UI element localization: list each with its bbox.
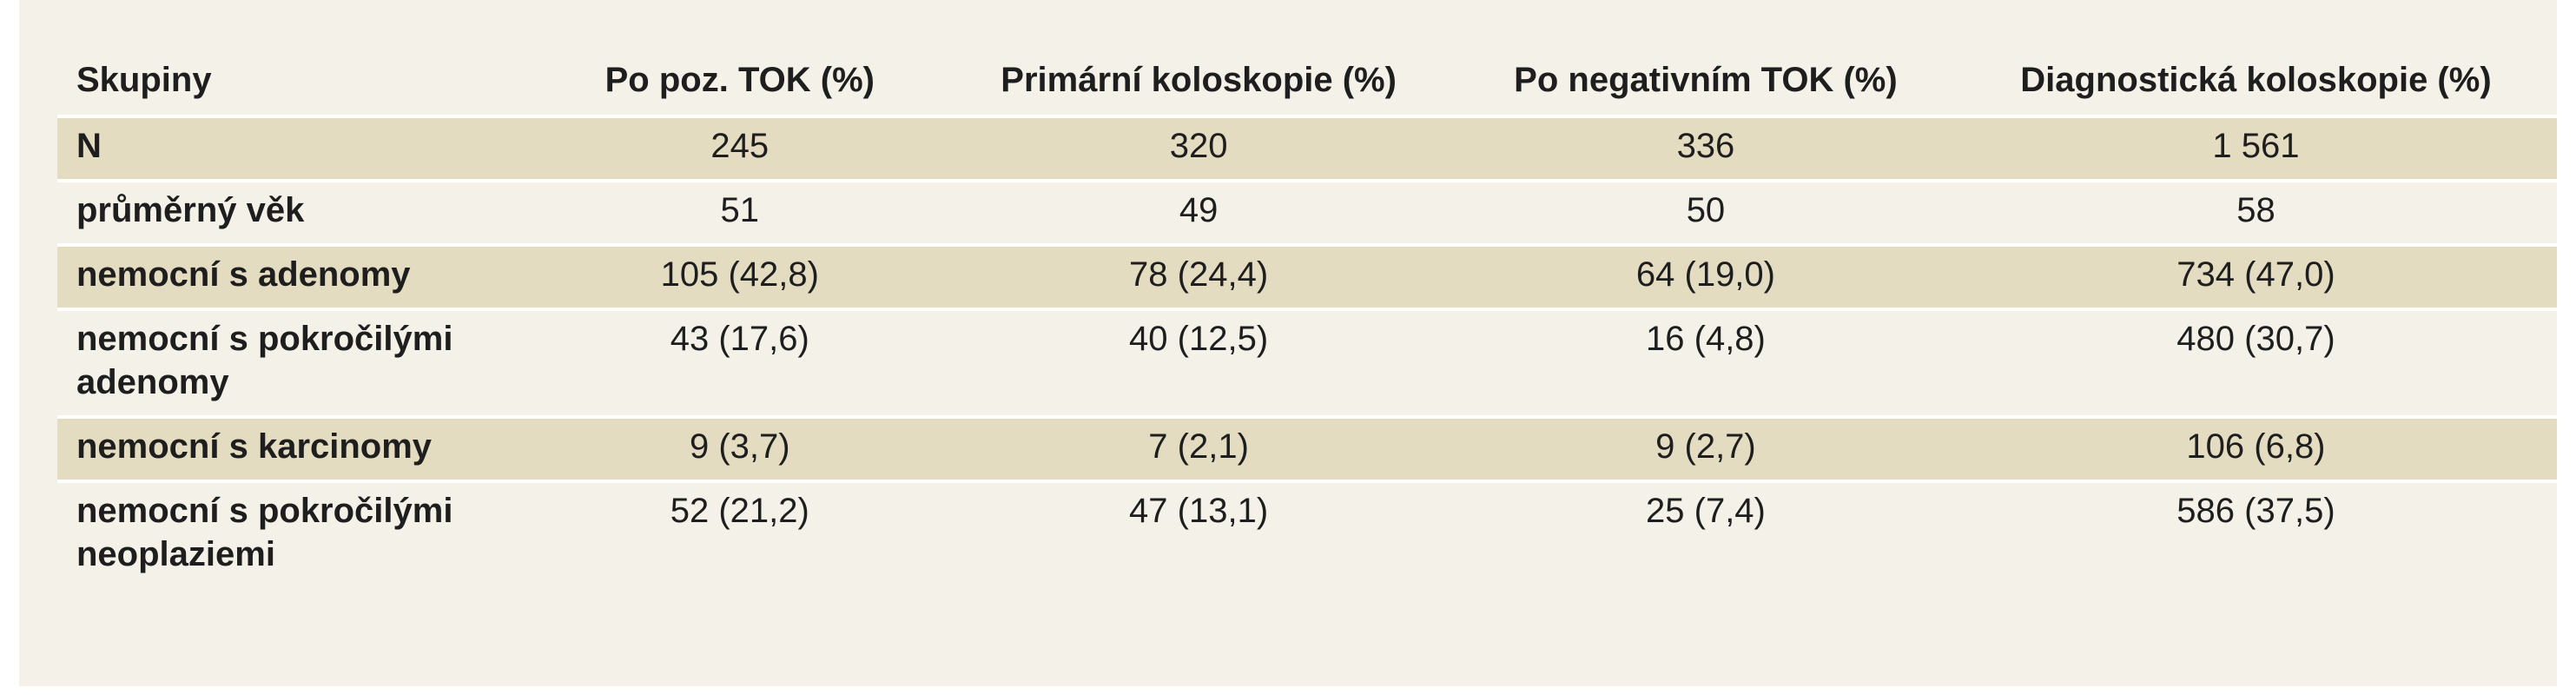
table-cell: 336 (1456, 116, 1955, 181)
table-cell: 1 561 (1954, 116, 2557, 181)
table-row: nemocní s pokročilými adenomy 43 (17,6) … (57, 309, 2557, 417)
table-cell: 51 (720, 191, 760, 229)
table-cell: 64 (19,0) (1456, 245, 1955, 309)
table-cell: 47 (13,1) (1129, 492, 1269, 530)
row-label: nemocní s pokročilými adenomy (76, 320, 453, 401)
table-panel: Skupiny Po poz. TOK (%) Primární kolosko… (19, 0, 2557, 686)
table-cell: 9 (3,7) (538, 417, 941, 481)
row-label: nemocní s adenomy (57, 245, 539, 309)
column-header-groups: Skupiny (76, 61, 212, 99)
table-cell: 480 (30,7) (2176, 320, 2335, 358)
table-header-row: Skupiny Po poz. TOK (%) Primární kolosko… (57, 45, 2557, 116)
table-row: nemocní s karcinomy 9 (3,7) 7 (2,1) 9 (2… (57, 417, 2557, 481)
results-table: Skupiny Po poz. TOK (%) Primární kolosko… (57, 45, 2557, 587)
row-label: nemocní s pokročilými neoplaziemi (76, 492, 453, 573)
table-row: nemocní s adenomy 105 (42,8) 78 (24,4) 6… (57, 245, 2557, 309)
table-cell: 58 (2236, 191, 2275, 229)
table-cell: 16 (4,8) (1646, 320, 1766, 358)
table-cell: 50 (1686, 191, 1726, 229)
row-label: N (57, 116, 539, 181)
table-cell: 25 (7,4) (1646, 492, 1766, 530)
table-cell: 320 (941, 116, 1456, 181)
table-cell: 43 (17,6) (670, 320, 809, 358)
table-cell: 106 (6,8) (1954, 417, 2557, 481)
table-cell: 245 (538, 116, 941, 181)
column-header-primary-colonoscopy: Primární koloskopie (%) (1001, 61, 1397, 99)
column-header-diagnostic-colonoscopy: Diagnostická koloskopie (%) (2020, 61, 2492, 99)
column-header-after-positive-tok: Po poz. TOK (%) (604, 61, 875, 99)
column-header-after-negative-tok: Po negativním TOK (%) (1514, 61, 1898, 99)
table-cell: 9 (2,7) (1456, 417, 1955, 481)
table-cell: 40 (12,5) (1129, 320, 1269, 358)
table-cell: 7 (2,1) (941, 417, 1456, 481)
table-cell: 78 (24,4) (941, 245, 1456, 309)
row-label: průměrný věk (76, 191, 305, 229)
table-row: N 245 320 336 1 561 (57, 116, 2557, 181)
table-cell: 105 (42,8) (538, 245, 941, 309)
table-cell: 52 (21,2) (670, 492, 809, 530)
table-cell: 586 (37,5) (2176, 492, 2335, 530)
table-cell: 49 (1179, 191, 1219, 229)
row-label: nemocní s karcinomy (57, 417, 539, 481)
table-row: nemocní s pokročilými neoplaziemi 52 (21… (57, 481, 2557, 587)
table-row: průměrný věk 51 49 50 58 (57, 181, 2557, 245)
table-cell: 734 (47,0) (1954, 245, 2557, 309)
